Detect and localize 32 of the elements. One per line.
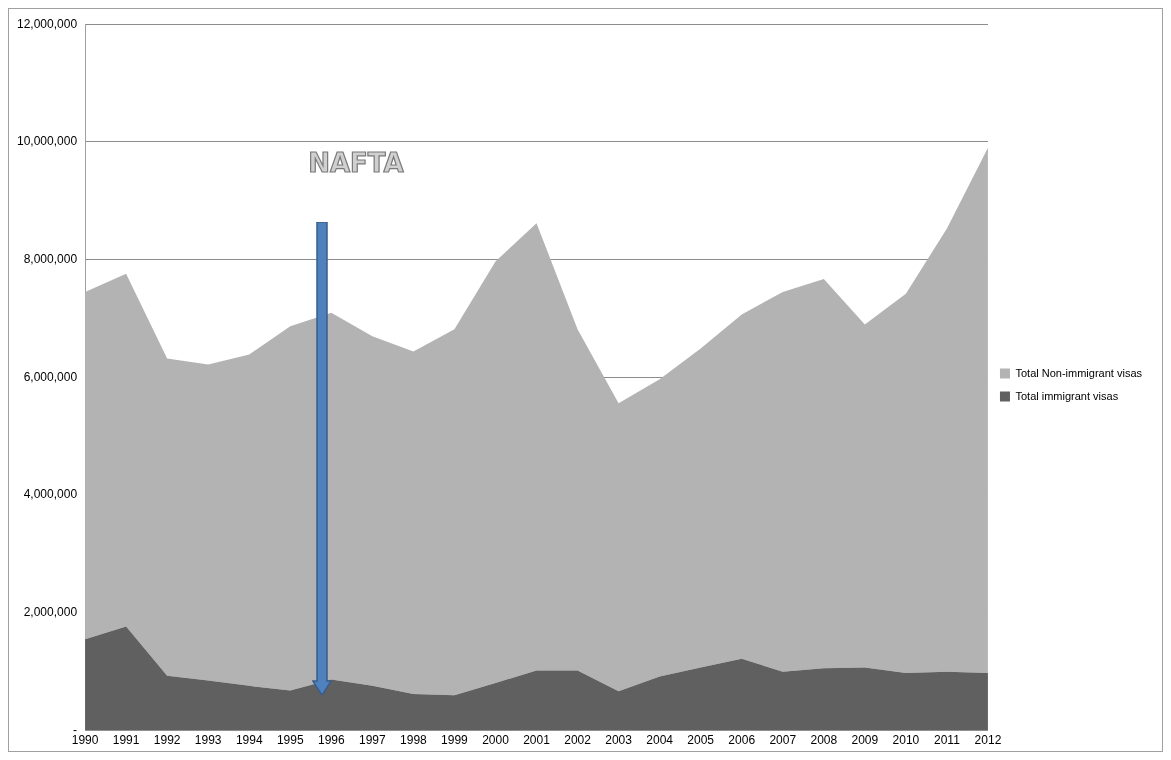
x-tick-label: 2002 (564, 733, 592, 748)
annotation: NAFTA (308, 148, 404, 179)
x-tick-label: 1997 (358, 733, 387, 748)
x-tick-label: 2010 (892, 733, 920, 748)
y-tick-label: 4,000,000 (23, 487, 78, 502)
y-tick-label: 8,000,000 (23, 251, 78, 266)
x-tick-label: 2009 (851, 733, 879, 748)
x-tick-label: 2006 (728, 733, 756, 748)
x-tick-label: 1995 (276, 733, 304, 748)
y-tick-label: 6,000,000 (23, 369, 78, 384)
x-tick-label: 1996 (317, 733, 345, 748)
x-tick-label: 1991 (112, 733, 140, 748)
y-tick-label: 2,000,000 (23, 605, 78, 620)
y-tick-label: 10,000,000 (17, 134, 78, 149)
x-tick-label: 1994 (235, 733, 263, 748)
y-tick-label: 12,000,000 (17, 16, 78, 31)
x-tick-label: 1998 (400, 733, 428, 748)
x-tick-label: 2001 (523, 733, 551, 748)
x-tick-label: 2004 (646, 733, 674, 748)
x-tick-label: 2012 (974, 733, 1002, 748)
x-tick-label: 2011 (934, 733, 961, 748)
x-tick-label: 1990 (71, 733, 99, 748)
x-tick-label: 2007 (769, 733, 797, 748)
x-tick-label: 1999 (441, 733, 469, 748)
x-tick-label: 2008 (810, 733, 838, 748)
x-tick-label: 2000 (482, 733, 510, 748)
legend-label: Total Non-immigrant visas (1015, 366, 1143, 379)
legend-label: Total immigrant visas (1015, 389, 1119, 402)
x-tick-label: 1993 (194, 733, 222, 748)
x-tick-label: 1992 (153, 733, 181, 748)
x-tick-label: 2005 (687, 733, 715, 748)
x-tick-label: 2003 (605, 733, 633, 748)
